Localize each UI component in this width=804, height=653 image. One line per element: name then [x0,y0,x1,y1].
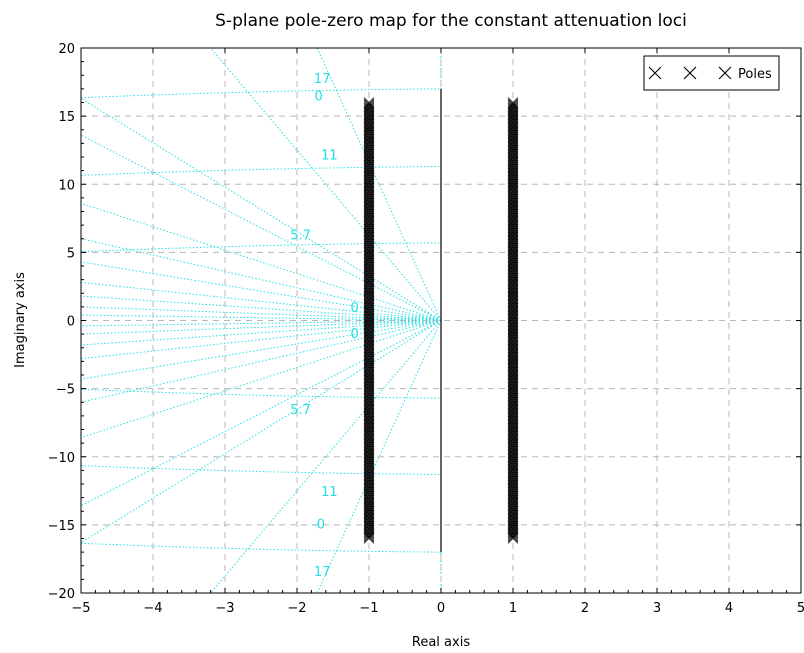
x-tick-label: 0 [437,601,445,616]
damping-ray [81,320,442,327]
damping-ray [316,48,442,321]
y-tick-label: −20 [48,587,75,602]
axes [80,47,802,594]
damping-ray [81,281,442,321]
damping-ray [81,320,442,360]
legend-x-marker [718,66,732,80]
damping-label-top: 0 [314,90,322,105]
x-tick-label: 2 [581,601,589,616]
y-tick-label: 20 [58,42,75,57]
damping-ray [316,320,442,593]
y-tick-label: −10 [48,451,75,466]
legend: Poles [643,55,780,91]
frequency-label: 5.7 [290,403,311,418]
y-tick-label: 0 [67,315,75,330]
chart-title: S-plane pole-zero map for the constant a… [215,11,687,31]
damping-ray [81,320,442,346]
damping-ray [81,320,442,403]
frequency-label: 5.7 [290,229,311,244]
pole-marker [507,101,519,112]
x-tick-label: −3 [215,601,234,616]
damping-ray [81,134,442,321]
frequency-locus [81,465,442,475]
legend-box [643,55,780,91]
legend-x-marker [648,66,662,80]
damping-ray [81,320,442,335]
x-axis-label: Real axis [412,635,470,650]
damping-ray [81,320,442,439]
y-tick-label: 15 [58,110,75,125]
x-tick-label: 1 [509,601,517,616]
x-tick-label: 4 [725,601,733,616]
pole-marker [363,99,375,111]
damping-ray [81,238,442,321]
center-label: 0 [350,301,358,316]
damping-ray [81,261,442,321]
damping-ray [81,320,442,544]
y-tick-label: −5 [56,383,75,398]
damping-ray [81,314,442,321]
damping-ray [81,295,442,321]
y-tick-label: 10 [58,178,75,193]
legend-entry-poles: Poles [738,67,772,82]
frequency-label: 11 [321,148,338,163]
x-tick-label: −1 [359,601,378,616]
y-tick-label: −15 [48,519,75,534]
x-tick-label: −2 [287,601,306,616]
x-tick-label: −4 [143,601,162,616]
frequency-locus [81,388,442,399]
pole-marker [507,97,519,108]
damping-ray [81,320,442,380]
damping-ray [81,202,442,321]
legend-x-marker [683,66,697,80]
x-tick-label: 5 [797,601,804,616]
y-tick-label: 5 [67,246,75,261]
frequency-locus [81,542,442,553]
damping-ray [81,97,442,321]
frequency-locus [81,242,442,253]
frequency-label: 17 [314,72,331,87]
frequency-label: 17 [314,565,331,580]
pole-marker [363,97,375,108]
pole-marker [363,102,375,114]
damping-ray [81,320,442,507]
damping-ray [81,306,442,321]
x-tick-label: 3 [653,601,661,616]
pole-marker [507,99,519,111]
grid-labels: 17 11 5.7 5.7 11 17 0 -0 0 0 [290,72,358,580]
pole-marker [363,101,375,112]
pole-marker [363,98,375,110]
frequency-locus [81,88,442,99]
damping-label-bottom: -0 [312,518,325,533]
frequency-label: 11 [321,485,338,500]
pole-marker [507,102,519,114]
pole-marker [507,98,519,110]
poles-markers [363,97,519,544]
frequency-locus [81,166,442,176]
center-label: 0 [350,327,358,342]
legend-markers [648,66,732,80]
y-axis-label: Imaginary axis [13,272,28,368]
x-tick-label: −5 [71,601,90,616]
